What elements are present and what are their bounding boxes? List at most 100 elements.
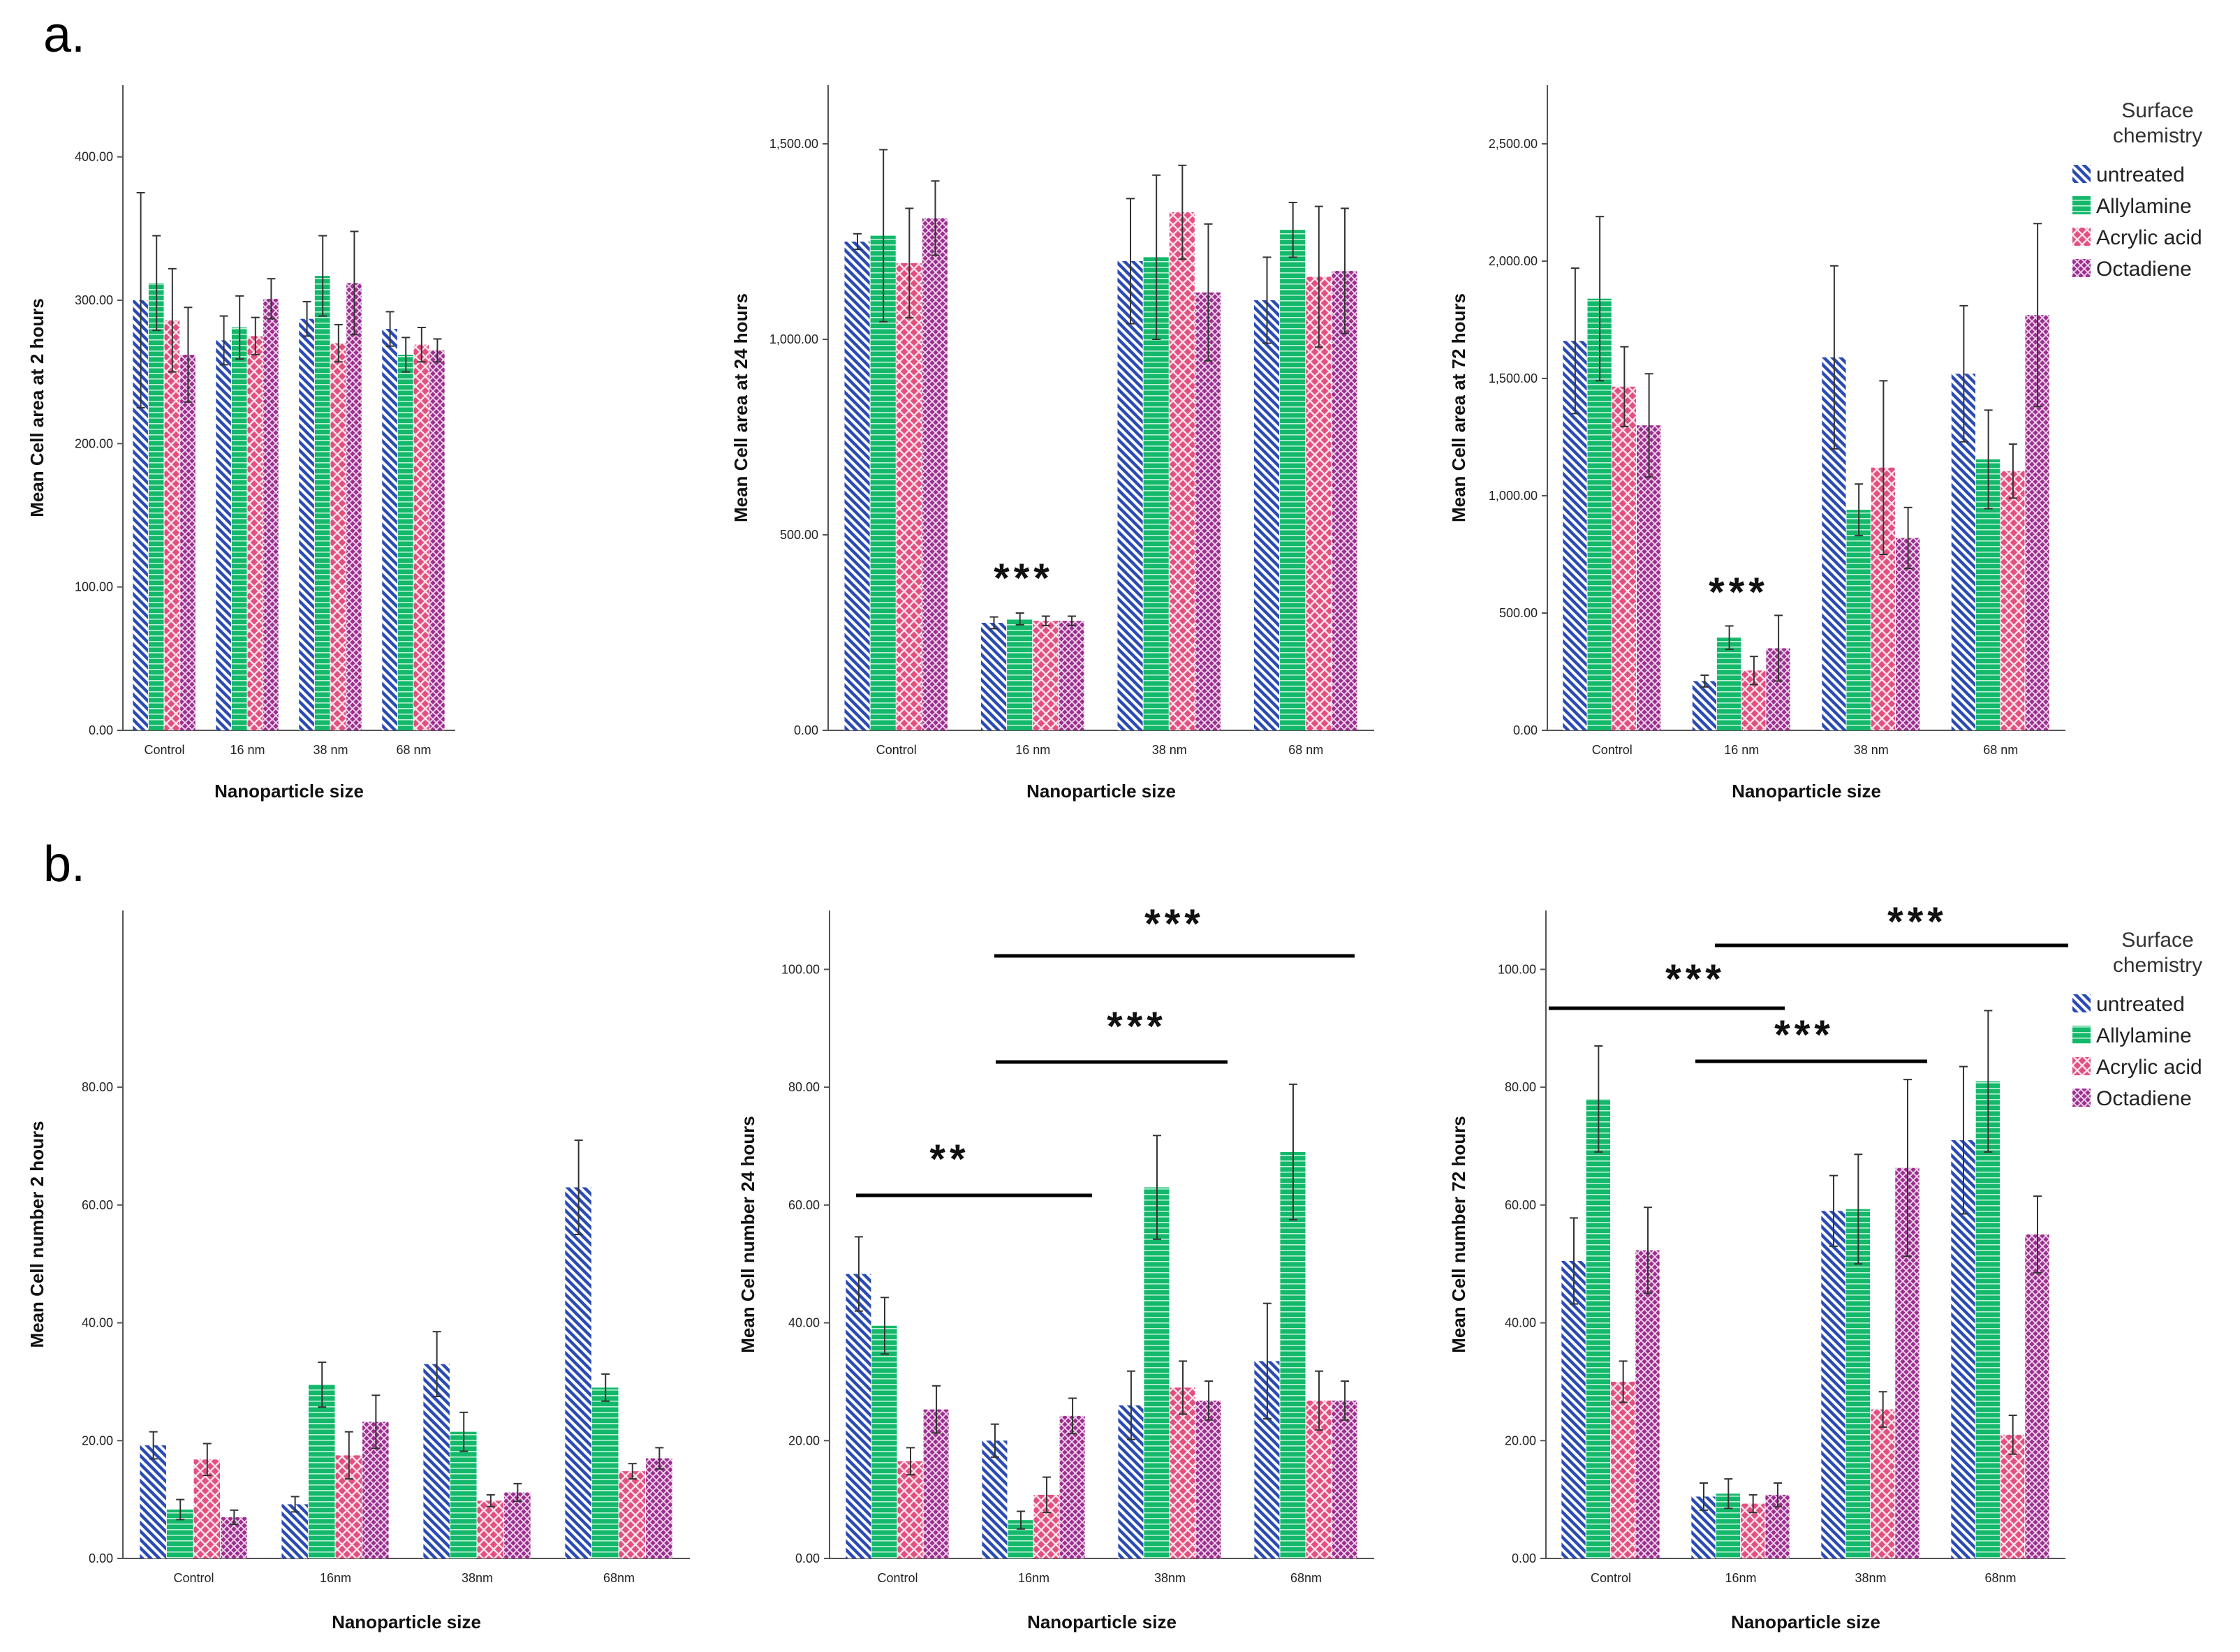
x-tick-label: 38 nm (1152, 743, 1187, 757)
bar-acrylic-acid-68nm (2000, 1434, 2025, 1558)
y-tick-label: 0.00 (89, 1551, 113, 1565)
error-bar-allylamine-68-nm (1288, 202, 1297, 258)
error-bar-acrylic-acid-38nm (1878, 1391, 1887, 1428)
bar-allylamine-38nm (1144, 1187, 1170, 1558)
bar-octadiene-control (1635, 1250, 1660, 1558)
error-bar-octadiene-16nm (371, 1394, 381, 1450)
error-bar-acrylic-acid-control (905, 207, 914, 319)
panel-label-b: b. (43, 836, 85, 892)
y-tick-label: 20.00 (1505, 1433, 1536, 1447)
bar-allylamine-68nm (591, 1387, 619, 1558)
bar-untreated-68-nm (382, 329, 397, 731)
bar-untreated-16-nm (216, 340, 231, 730)
bar-allylamine-16nm (308, 1385, 335, 1558)
error-bar-allylamine-16-nm (235, 295, 244, 360)
error-bar-untreated-control (136, 192, 145, 408)
x-tick-label: 68 nm (1288, 743, 1323, 757)
bar-untreated-68nm (565, 1187, 591, 1558)
bar-allylamine-38nm (1845, 1209, 1870, 1558)
y-tick-label: 0.00 (1512, 1551, 1536, 1565)
y-axis-title: Mean Cell area at 24 hours (730, 293, 751, 522)
error-bar-acrylic-acid-control (168, 267, 177, 373)
error-bar-acrylic-acid-16nm (344, 1431, 353, 1480)
y-tick-label: 40.00 (788, 1316, 820, 1330)
y-tick-label: 60.00 (82, 1198, 113, 1212)
error-bar-untreated-38-nm (1126, 198, 1135, 325)
significance-label: *** (1107, 1004, 1167, 1049)
bar-allylamine-68-nm (397, 355, 413, 730)
significance-label: *** (1709, 570, 1769, 615)
error-bar-octadiene-68nm (1341, 1380, 1350, 1421)
error-bar-acrylic-acid-16nm (1748, 1494, 1758, 1514)
y-axis-title: Mean Cell number 2 hours (27, 1121, 47, 1348)
x-tick-label: Control (876, 743, 917, 757)
error-bar-untreated-38nm (432, 1331, 441, 1397)
error-bar-allylamine-control (176, 1498, 185, 1521)
bar-octadiene-68nm (646, 1458, 672, 1558)
error-bar-allylamine-16-nm (1725, 625, 1734, 651)
bar-allylamine-38nm (450, 1431, 477, 1558)
bar-octadiene-38-nm (1895, 538, 1920, 730)
y-tick-label: 1,500.00 (1489, 371, 1538, 385)
bar-octadiene-control (922, 218, 948, 730)
bar-octadiene-16-nm (263, 298, 279, 730)
y-tick-label: 100.00 (781, 962, 820, 976)
error-bar-octadiene-68-nm (2033, 223, 2042, 408)
error-bar-allylamine-control (152, 235, 161, 332)
y-tick-label: 20.00 (82, 1433, 113, 1447)
legend-label-allylamine: Allylamine (2096, 1024, 2192, 1047)
legend-label-octadiene: Octadiene (2096, 1087, 2192, 1110)
y-axis-title: Mean Cell area at 72 hours (1448, 293, 1469, 522)
error-bar-acrylic-acid-38nm (1179, 1360, 1188, 1415)
error-bar-untreated-16nm (1699, 1482, 1708, 1511)
error-bar-octadiene-control (1644, 373, 1653, 478)
error-bar-acrylic-acid-68-nm (1314, 205, 1323, 348)
error-bar-allylamine-38-nm (318, 235, 327, 317)
bar-octadiene-38-nm (1195, 292, 1221, 730)
bar-octadiene-38-nm (346, 283, 362, 730)
error-bar-untreated-16nm (990, 1423, 999, 1458)
x-axis-title: Nanoparticle size (1027, 1612, 1177, 1632)
error-bar-allylamine-68nm (1984, 1010, 1993, 1153)
error-bar-acrylic-acid-16-nm (251, 316, 260, 356)
y-axis-title: Mean Cell number 24 hours (737, 1116, 758, 1353)
error-bar-allylamine-68-nm (401, 337, 411, 373)
y-tick-label: 200.00 (75, 436, 113, 450)
bar-allylamine-38-nm (1846, 510, 1871, 730)
error-bar-octadiene-16-nm (1067, 615, 1076, 626)
error-bar-acrylic-acid-68nm (2008, 1414, 2017, 1455)
error-bar-allylamine-16-nm (1015, 612, 1024, 626)
legend-swatch-octadiene (2072, 259, 2091, 277)
error-bar-allylamine-16nm (1016, 1510, 1025, 1530)
error-bar-acrylic-acid-16nm (1042, 1476, 1052, 1514)
error-bar-untreated-38-nm (1829, 265, 1839, 450)
legend-swatch-untreated (2072, 994, 2091, 1012)
bar-allylamine-control (148, 283, 164, 730)
error-bar-octadiene-16nm (1774, 1482, 1783, 1507)
y-tick-label: 40.00 (82, 1316, 113, 1330)
y-tick-label: 80.00 (788, 1080, 820, 1094)
error-bar-untreated-68-nm (1959, 304, 1968, 443)
error-bar-acrylic-acid-control (906, 1447, 915, 1476)
error-bar-allylamine-38-nm (1855, 483, 1864, 537)
y-tick-label: 0.00 (794, 723, 818, 737)
x-tick-label: 38 nm (1854, 743, 1889, 757)
bar-acrylic-acid-68-nm (2000, 471, 2025, 730)
legend-swatch-octadiene (2072, 1089, 2091, 1107)
x-tick-label: 16nm (320, 1571, 351, 1585)
error-bar-octadiene-control (184, 307, 193, 403)
y-tick-label: 40.00 (1505, 1316, 1536, 1330)
significance-label: ** (929, 1137, 969, 1182)
x-tick-label: Control (173, 1571, 214, 1585)
error-bar-octadiene-68nm (2033, 1195, 2042, 1274)
chart-b3: 0.00 20.00 40.00 60.00 80.00 100.00 Control 16n… (1448, 899, 2068, 1632)
error-bar-allylamine-control (1596, 216, 1605, 382)
legend-swatch-acrylic-acid (2072, 1057, 2091, 1075)
bar-untreated-38nm (1821, 1211, 1845, 1558)
y-tick-label: 1,000.00 (1489, 489, 1538, 503)
significance-label: *** (1774, 1012, 1834, 1058)
error-bar-untreated-control (853, 233, 862, 251)
y-tick-label: 1,000.00 (769, 332, 818, 346)
y-tick-label: 60.00 (1505, 1198, 1536, 1212)
